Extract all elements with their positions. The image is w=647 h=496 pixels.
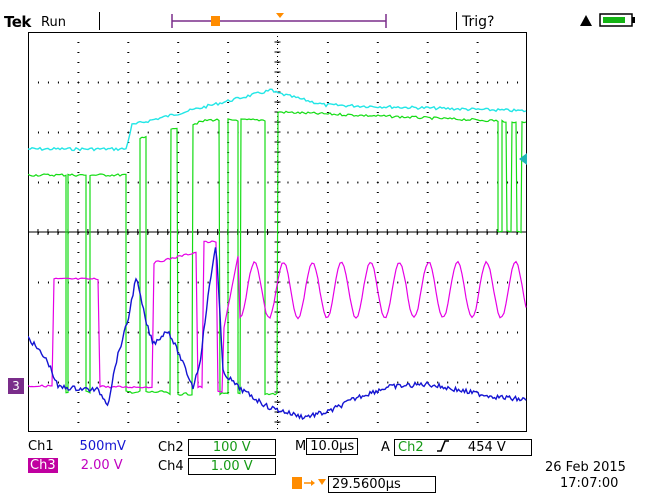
date: 26 Feb 2015 <box>545 460 626 475</box>
horizontal-position-value: 29.5600µs <box>328 476 436 493</box>
ch4-label: Ch4 <box>158 459 184 474</box>
ch2-trace <box>28 110 527 396</box>
trigger-mode: A <box>381 440 390 455</box>
ch4-readout[interactable]: Ch4 1.00 V <box>158 458 276 475</box>
ch3-readout[interactable]: Ch3 2.00 V <box>28 458 142 473</box>
trigger-readout[interactable]: A Ch2 454 V <box>381 439 533 456</box>
ch4-trace <box>28 88 527 152</box>
trigger-level-marker-icon[interactable] <box>518 153 528 165</box>
warning-triangle-icon <box>580 15 592 26</box>
brand-logo: Tek <box>4 13 31 31</box>
ch3-ground-marker[interactable]: 3 <box>8 378 24 394</box>
header-divider <box>99 12 100 30</box>
ch1-scale: 500mV <box>79 439 126 454</box>
acquisition-state: Run <box>41 15 66 30</box>
ch1-trace <box>28 247 527 421</box>
time: 17:07:00 <box>560 476 619 491</box>
timebase-readout[interactable]: M 10.0µs <box>295 438 359 455</box>
rising-edge-icon <box>436 440 449 452</box>
status-icons <box>580 13 635 27</box>
timebase-value: 10.0µs <box>306 438 359 455</box>
trigger-source: Ch2 <box>398 440 424 455</box>
ch4-scale: 1.00 V <box>187 458 276 475</box>
ch1-readout[interactable]: Ch1 500mV <box>28 439 148 454</box>
trigger-offset-icon <box>292 477 326 489</box>
waveform-display[interactable] <box>28 32 527 432</box>
trigger-position-icon <box>211 16 220 26</box>
timebase-label: M <box>295 439 307 454</box>
ch3-scale: 2.00 V <box>80 458 123 473</box>
trigger-level: 454 V <box>467 440 506 455</box>
ch3-label: Ch3 <box>28 458 58 473</box>
header-divider <box>456 12 457 30</box>
record-view-bar[interactable] <box>160 10 400 32</box>
ch1-label: Ch1 <box>28 439 54 454</box>
ch2-scale: 100 V <box>187 439 276 456</box>
ch2-readout[interactable]: Ch2 100 V <box>158 439 276 456</box>
trigger-status: Trig? <box>462 14 495 30</box>
ch2-label: Ch2 <box>158 440 184 455</box>
horizontal-position-readout[interactable]: 29.5600µs <box>292 476 436 493</box>
